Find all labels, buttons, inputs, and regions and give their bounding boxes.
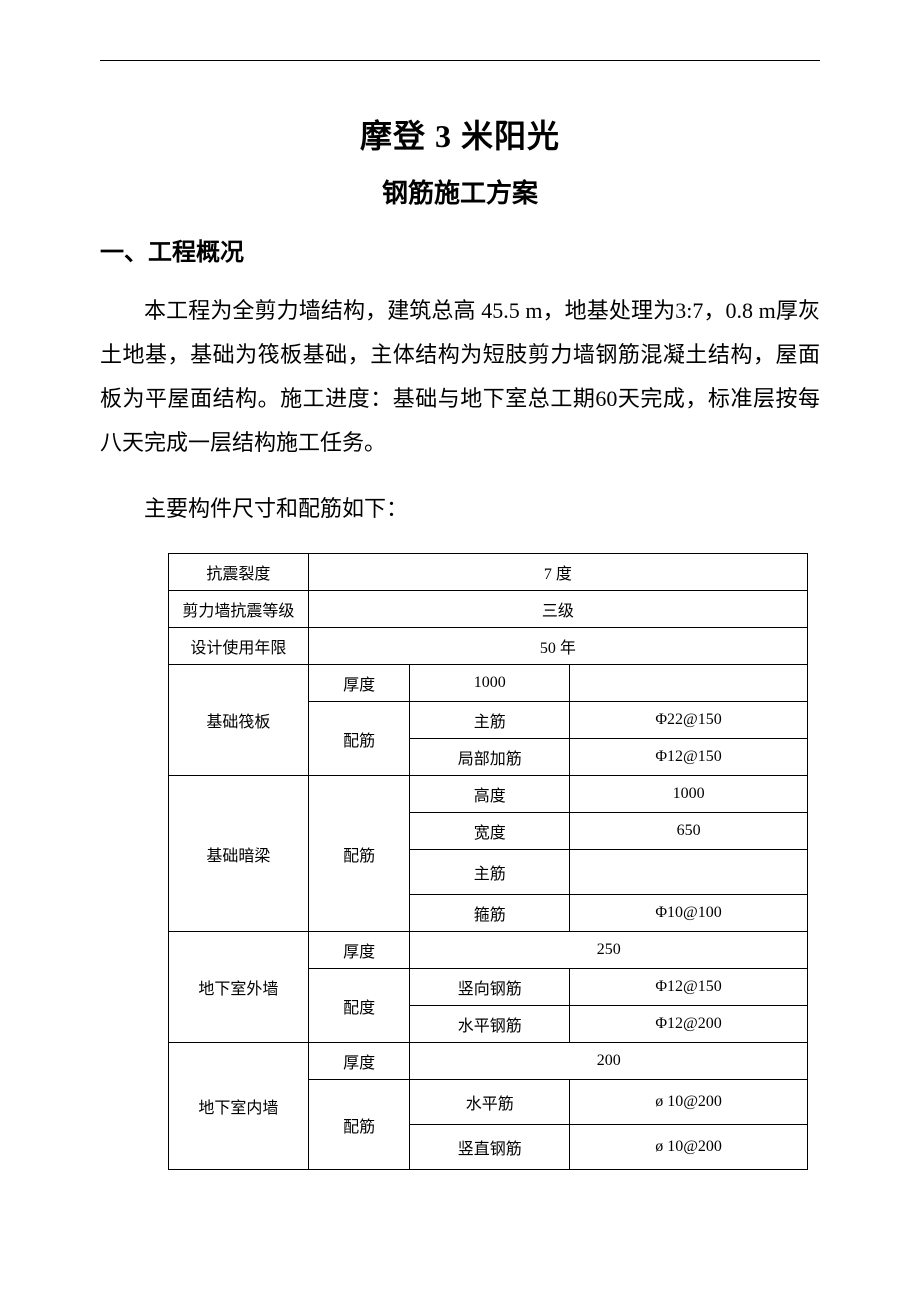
cell-group-label: 基础筏板 — [169, 665, 309, 776]
cell-value: 7 度 — [308, 554, 807, 591]
cell-group-label: 基础暗梁 — [169, 776, 309, 932]
cell-value: 水平钢筋 — [410, 1006, 570, 1043]
cell-value — [570, 850, 808, 895]
cell-value: 250 — [410, 932, 808, 969]
cell-value: 200 — [410, 1043, 808, 1080]
specs-table: 抗震裂度 7 度 剪力墙抗震等级 三级 设计使用年限 50 年 基础筏板 厚度 … — [168, 553, 808, 1170]
document-subtitle: 钢筋施工方案 — [100, 173, 820, 210]
table-row: 设计使用年限 50 年 — [169, 628, 808, 665]
cell-value: 650 — [570, 813, 808, 850]
document-title: 摩登 3 米阳光 — [100, 111, 820, 157]
table-row: 抗震裂度 7 度 — [169, 554, 808, 591]
header-divider — [100, 60, 820, 61]
section-heading: 一、工程概况 — [100, 232, 820, 267]
cell-value: Φ10@100 — [570, 895, 808, 932]
table-row: 剪力墙抗震等级 三级 — [169, 591, 808, 628]
cell-value: 50 年 — [308, 628, 807, 665]
cell-label: 配筋 — [308, 702, 410, 776]
cell-value: 主筋 — [410, 702, 570, 739]
paragraph-table-intro: 主要构件尺寸和配筋如下： — [100, 487, 820, 531]
cell-label: 配度 — [308, 969, 410, 1043]
cell-group-label: 地下室内墙 — [169, 1043, 309, 1170]
cell-value: 水平筋 — [410, 1080, 570, 1125]
cell-value: Φ22@150 — [570, 702, 808, 739]
cell-value: 竖直钢筋 — [410, 1125, 570, 1170]
cell-value: Φ12@150 — [570, 969, 808, 1006]
cell-label: 厚度 — [308, 932, 410, 969]
cell-value: 主筋 — [410, 850, 570, 895]
cell-value: ø 10@200 — [570, 1125, 808, 1170]
cell-value: 宽度 — [410, 813, 570, 850]
cell-value: 三级 — [308, 591, 807, 628]
cell-value: 1000 — [570, 776, 808, 813]
cell-value: ø 10@200 — [570, 1080, 808, 1125]
cell-value: 高度 — [410, 776, 570, 813]
cell-value: 1000 — [410, 665, 570, 702]
paragraph-overview: 本工程为全剪力墙结构，建筑总高 45.5 m，地基处理为3:7，0.8 m厚灰土… — [100, 289, 820, 465]
table-row: 基础暗梁 配筋 高度 1000 — [169, 776, 808, 813]
cell-label: 配筋 — [308, 776, 410, 932]
cell-value — [570, 665, 808, 702]
cell-label: 设计使用年限 — [169, 628, 309, 665]
cell-value: Φ12@200 — [570, 1006, 808, 1043]
cell-label: 配筋 — [308, 1080, 410, 1170]
cell-label: 厚度 — [308, 665, 410, 702]
table-row: 地下室内墙 厚度 200 — [169, 1043, 808, 1080]
cell-label: 剪力墙抗震等级 — [169, 591, 309, 628]
cell-value: 箍筋 — [410, 895, 570, 932]
cell-label: 厚度 — [308, 1043, 410, 1080]
table-row: 地下室外墙 厚度 250 — [169, 932, 808, 969]
cell-value: Φ12@150 — [570, 739, 808, 776]
cell-value: 局部加筋 — [410, 739, 570, 776]
cell-value: 竖向钢筋 — [410, 969, 570, 1006]
cell-label: 抗震裂度 — [169, 554, 309, 591]
cell-group-label: 地下室外墙 — [169, 932, 309, 1043]
table-row: 基础筏板 厚度 1000 — [169, 665, 808, 702]
